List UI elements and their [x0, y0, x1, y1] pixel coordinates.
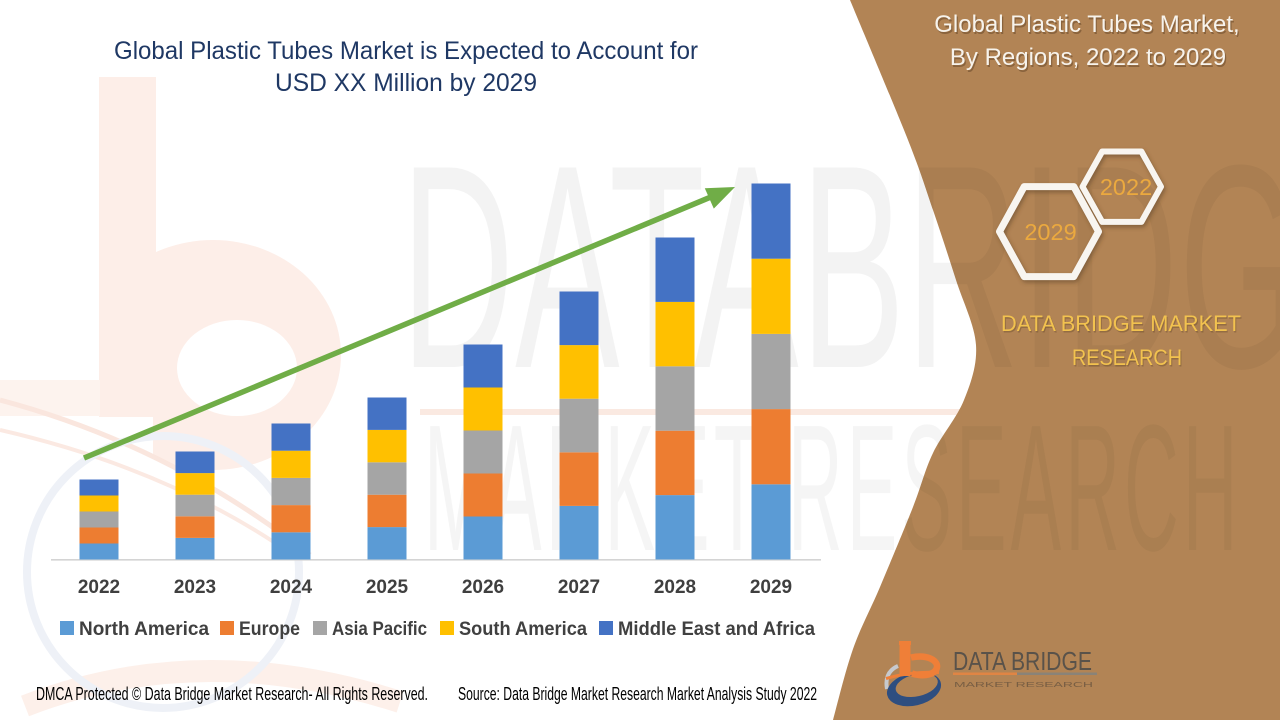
svg-text:2028: 2028 — [654, 577, 696, 598]
svg-text:DATA BRIDGE MARKET: DATA BRIDGE MARKET — [1001, 311, 1241, 336]
svg-text:DATA BRIDGE MARKET: DATA BRIDGE MARKET — [1002, 313, 1242, 338]
svg-text:USD XX Million by 2029: USD XX Million by 2029 — [275, 69, 537, 97]
svg-text:Global Plastic Tubes Market,: Global Plastic Tubes Market, — [935, 13, 1240, 40]
svg-text:2022: 2022 — [1100, 174, 1152, 200]
svg-text:Global Plastic Tubes Market is: Global Plastic Tubes Market is Expected … — [114, 37, 698, 65]
svg-text:2027: 2027 — [558, 577, 600, 598]
svg-text:2023: 2023 — [174, 577, 216, 598]
svg-text:Middle East and Africa: Middle East and Africa — [618, 619, 815, 640]
svg-text:Source: Data Bridge Market Res: Source: Data Bridge Market Research Mark… — [458, 684, 817, 704]
svg-text:2026: 2026 — [462, 577, 504, 598]
svg-text:MARKET RESEARCH: MARKET RESEARCH — [954, 682, 1093, 689]
svg-text:RESEARCH: RESEARCH — [1072, 345, 1182, 370]
svg-text:North America: North America — [79, 619, 209, 640]
svg-text:DATA BRIDGE: DATA BRIDGE — [953, 648, 1092, 676]
svg-text:Global Plastic Tubes Market,: Global Plastic Tubes Market, — [934, 11, 1239, 38]
svg-text:South America: South America — [459, 619, 587, 640]
svg-text:DMCA Protected © Data Bridge M: DMCA Protected © Data Bridge Market Rese… — [36, 684, 428, 704]
svg-text:2025: 2025 — [366, 577, 409, 598]
svg-text:MARKET RESEARCH: MARKET RESEARCH — [424, 388, 1242, 589]
svg-text:RESEARCH: RESEARCH — [1073, 347, 1183, 372]
svg-text:2029: 2029 — [750, 577, 792, 598]
svg-text:By Regions, 2022 to 2029: By Regions, 2022 to 2029 — [951, 46, 1227, 73]
svg-text:Asia Pacific: Asia Pacific — [332, 619, 427, 640]
svg-text:2029: 2029 — [1024, 219, 1076, 245]
svg-text:By Regions, 2022 to 2029: By Regions, 2022 to 2029 — [950, 44, 1226, 71]
svg-text:2022: 2022 — [78, 577, 120, 598]
svg-text:2024: 2024 — [270, 577, 313, 598]
svg-text:Europe: Europe — [239, 619, 300, 640]
